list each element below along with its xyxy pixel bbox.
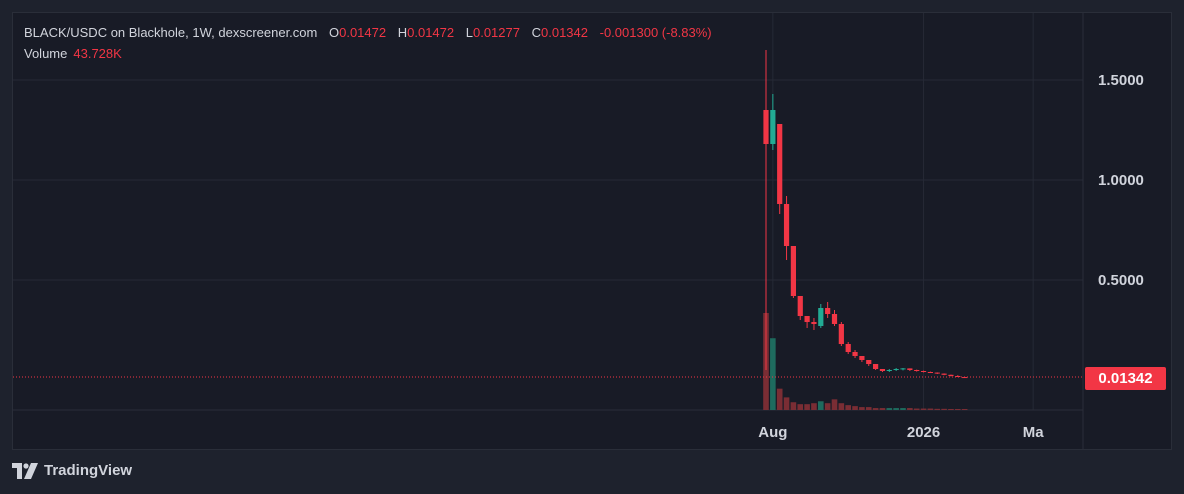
- volume-bar: [818, 401, 824, 410]
- volume-bar: [831, 399, 838, 410]
- candle-body: [927, 372, 933, 373]
- open-value: 0.01472: [339, 25, 387, 40]
- candle-body: [948, 374, 954, 376]
- candle-body: [852, 352, 858, 356]
- volume-bar: [886, 408, 893, 410]
- candle-body: [879, 369, 886, 371]
- volume-bar: [770, 338, 776, 410]
- volume-bar: [907, 408, 913, 410]
- candle-body: [907, 368, 913, 370]
- candle-body: [797, 296, 803, 316]
- candle-body: [886, 370, 892, 371]
- candle-body: [777, 124, 783, 204]
- open-label: O: [328, 25, 340, 40]
- volume-bar: [893, 408, 899, 410]
- candle-body: [914, 370, 920, 371]
- volume-value: 43.728K: [73, 46, 122, 61]
- low-value: 0.01277: [472, 25, 520, 40]
- candle-body: [804, 316, 810, 322]
- volume-bar: [961, 409, 968, 410]
- candle-body: [845, 344, 851, 352]
- x-tick-label: Ma: [1023, 424, 1044, 441]
- volume-bar: [783, 397, 790, 410]
- candle-body: [873, 364, 879, 369]
- candle-body: [790, 246, 796, 296]
- candle-body: [934, 372, 940, 374]
- brand-name: TradingView: [44, 462, 133, 479]
- y-tick-label: 1.0000: [1098, 172, 1144, 189]
- candle-body: [783, 204, 790, 246]
- candle-body: [825, 308, 831, 314]
- candle-body: [893, 369, 899, 370]
- close-label: C: [531, 25, 541, 40]
- last-price-badge: 0.01342: [1085, 367, 1166, 390]
- volume-bar: [927, 408, 934, 410]
- y-tick-label: 1.5000: [1098, 72, 1144, 89]
- close-value: 0.01342: [541, 25, 588, 40]
- volume-legend: Volume 43.728K: [24, 46, 122, 61]
- candle-body: [962, 377, 968, 379]
- y-tick-label: 0.5000: [1098, 272, 1144, 289]
- volume-bar: [859, 407, 865, 410]
- candle-body: [955, 376, 961, 377]
- candle-body: [941, 373, 947, 375]
- candle-body: [920, 371, 927, 372]
- high-value: 0.01472: [407, 25, 455, 40]
- volume-bar: [838, 403, 845, 410]
- candle-body: [763, 110, 769, 144]
- candle-body: [900, 368, 906, 370]
- x-tick-label: Aug: [758, 424, 787, 441]
- volume-bar: [852, 406, 858, 410]
- candle-body: [831, 314, 838, 324]
- ohlc-legend: BLACK/USDC on Blackhole, 1W, dexscreener…: [24, 25, 712, 40]
- volume-label: Volume: [24, 46, 68, 61]
- low-label: L: [465, 25, 473, 40]
- volume-bar: [790, 402, 797, 410]
- candle-body: [866, 360, 872, 364]
- tradingview-brand[interactable]: TradingView: [12, 462, 132, 479]
- volume-bar: [776, 388, 783, 410]
- candle-body: [770, 110, 776, 144]
- volume-bar: [824, 403, 831, 410]
- volume-bar: [948, 409, 954, 410]
- volume-bar: [872, 408, 879, 410]
- volume-bar: [797, 404, 804, 410]
- tradingview-logo-icon: [12, 462, 38, 479]
- volume-bar: [913, 408, 920, 410]
- candle-body: [838, 324, 844, 344]
- change-value: -0.001300 (-8.83%): [599, 25, 712, 40]
- volume-bar: [879, 408, 886, 410]
- high-label: H: [397, 25, 408, 40]
- volume-bar: [865, 407, 872, 410]
- candle-body: [859, 356, 865, 360]
- volume-bar: [900, 408, 906, 410]
- volume-bar: [934, 408, 941, 410]
- volume-bar: [845, 405, 851, 410]
- candle-body: [811, 322, 817, 324]
- x-tick-label: 2026: [907, 424, 940, 441]
- symbol-title: BLACK/USDC on Blackhole, 1W, dexscreener…: [24, 25, 318, 40]
- volume-bar: [804, 404, 810, 410]
- volume-bar: [955, 409, 961, 410]
- candle-body: [818, 308, 824, 326]
- volume-bar: [811, 403, 817, 410]
- volume-bar: [920, 408, 927, 410]
- volume-bar: [941, 408, 947, 410]
